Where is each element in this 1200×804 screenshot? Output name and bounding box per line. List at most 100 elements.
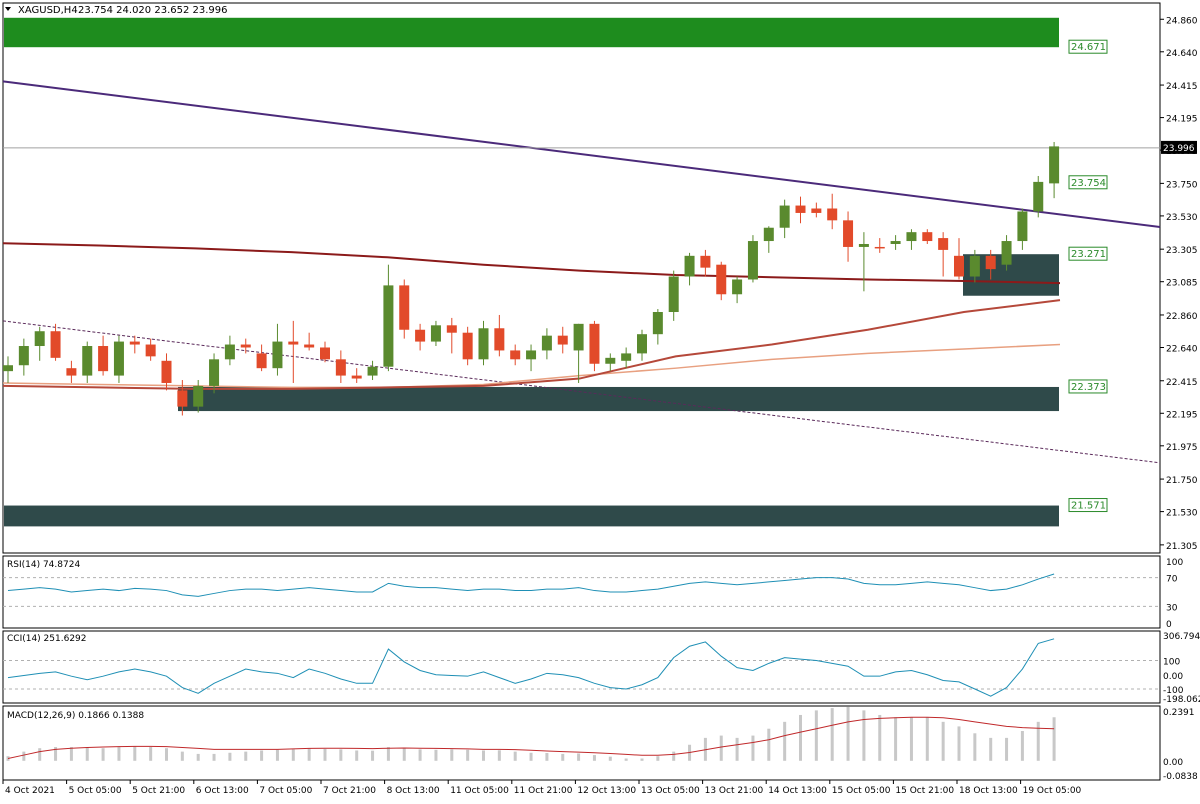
candle [66, 360, 77, 383]
candle [399, 279, 410, 339]
candle-body [18, 346, 29, 366]
candle-body [557, 335, 568, 345]
level-tag [1068, 39, 1108, 54]
macd-histogram-bar [450, 749, 454, 761]
candle-body [145, 344, 156, 357]
candle [684, 252, 695, 286]
macd-histogram-bar [1005, 737, 1009, 761]
candle-body [50, 331, 61, 358]
candle-body [668, 276, 679, 313]
candle [320, 341, 330, 363]
time-tick-label: 8 Oct 13:00 [387, 786, 440, 796]
candle [430, 320, 441, 347]
macd-histogram-bar [22, 751, 26, 761]
macd-histogram-bar [497, 750, 501, 761]
candle-body [335, 359, 346, 376]
macd-histogram-bar [85, 747, 89, 761]
candle-body [763, 227, 774, 242]
candle-body [351, 375, 362, 379]
time-tick-label: 11 Oct 21:00 [514, 786, 573, 796]
price-tick-label: 21.975 [1166, 443, 1198, 453]
candle-body [446, 325, 457, 333]
price-tick-label: 24.860 [1166, 16, 1198, 26]
candle-body [209, 359, 220, 386]
candle [82, 341, 93, 383]
candle [161, 353, 172, 391]
rsi-label: RSI(14) 74.8724 [7, 560, 80, 570]
candle [304, 332, 315, 351]
macd-histogram-bar [260, 750, 264, 761]
macd-histogram-bar [989, 737, 993, 761]
macd-histogram-bar [767, 728, 771, 761]
macd-histogram-bar [418, 749, 422, 761]
cci-line [7, 638, 1055, 697]
time-tick-label: 5 Oct 05:00 [69, 786, 122, 796]
macd-histogram-bar [561, 753, 565, 761]
level-label: 21.571 [1071, 501, 1106, 512]
level-tag [1068, 498, 1108, 513]
candle-body [478, 328, 489, 360]
candle [209, 353, 220, 394]
candle-body [3, 365, 13, 372]
macd-histogram-bar [244, 751, 248, 761]
resistance-zone [4, 17, 1059, 48]
candle-body [938, 238, 949, 250]
macd-histogram-bar [814, 710, 818, 761]
candle-body [320, 347, 330, 360]
macd-histogram-bar [6, 756, 10, 761]
macd-histogram-bar [1052, 717, 1056, 761]
candle [478, 320, 489, 366]
candle-body [161, 360, 172, 383]
candle [700, 249, 711, 277]
candle [50, 323, 61, 361]
macd-histogram-bar [307, 748, 311, 761]
candle [843, 211, 854, 262]
price-tick-label: 21.305 [1166, 542, 1198, 552]
candle-body [66, 368, 77, 376]
candle-body [716, 264, 727, 295]
macd-histogram-bar [830, 708, 834, 761]
candle [621, 347, 632, 369]
candle [589, 320, 600, 372]
time-tick-label: 7 Oct 05:00 [259, 786, 312, 796]
level-tag [1068, 379, 1108, 394]
price-tick-label: 24.640 [1166, 49, 1198, 59]
candle [113, 335, 124, 383]
candle [652, 309, 663, 345]
ma-mid-line [2, 299, 1061, 390]
time-tick-label: 11 Oct 05:00 [450, 786, 509, 796]
macd-histogram-bar [117, 747, 121, 761]
macd-histogram-bar [165, 748, 168, 761]
macd-histogram-bar [69, 747, 73, 761]
candle-body [193, 385, 204, 407]
candle [668, 270, 679, 321]
candle-body [732, 279, 743, 295]
candle-body [510, 350, 521, 360]
price-tick-label: 22.860 [1166, 312, 1198, 322]
chevron-down-icon[interactable] [5, 7, 11, 11]
candle [98, 335, 109, 376]
candle-body [1033, 181, 1044, 212]
candle-body [922, 232, 933, 242]
candle-body [890, 241, 901, 244]
candle-body [526, 350, 537, 360]
lower-support-zone [4, 505, 1059, 527]
channel-upper-line [2, 80, 1161, 228]
macd-histogram-bar [672, 751, 676, 761]
candle [541, 328, 552, 360]
cci-tick-label: 100 [1163, 657, 1180, 667]
macd-histogram-bar [54, 747, 58, 761]
support-zone [178, 386, 1059, 412]
candle [224, 335, 235, 366]
candle-body [430, 325, 441, 342]
candle-body [34, 331, 45, 347]
candle-body [399, 285, 410, 330]
candle-body [652, 312, 663, 335]
candle-body [1049, 146, 1060, 184]
candle [510, 344, 521, 366]
macd-histogram-bar [196, 753, 200, 761]
macd-histogram-bar [386, 747, 390, 761]
ma-slow-line [2, 343, 1061, 389]
